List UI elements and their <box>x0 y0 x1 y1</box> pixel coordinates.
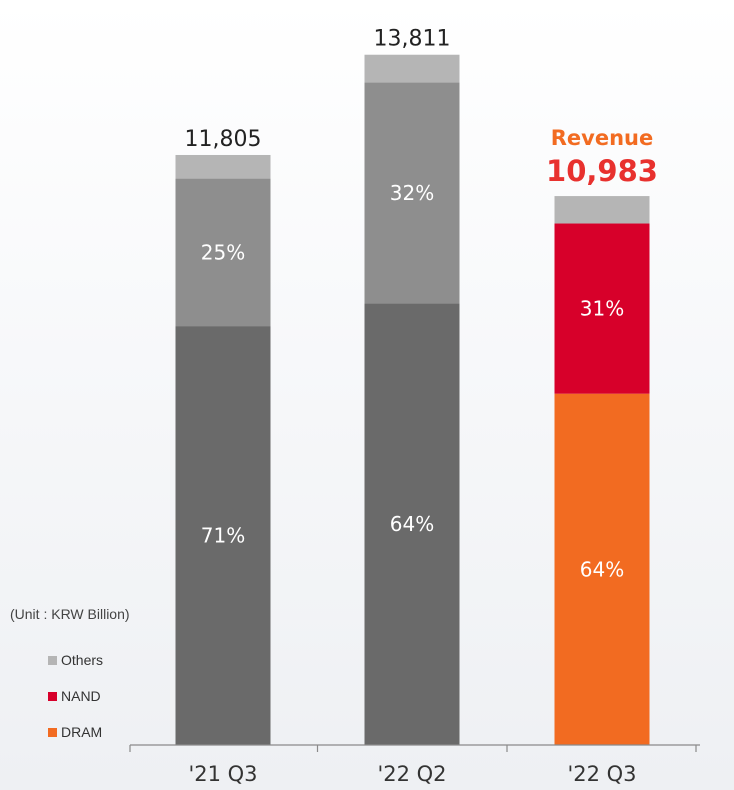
legend-label-nand: NAND <box>61 688 101 704</box>
bar-segment-others-22-q3 <box>554 196 650 224</box>
bar-segment-others-21-q3 <box>175 154 271 179</box>
legend-swatch-dram <box>48 728 57 737</box>
legend-label-others: Others <box>61 652 103 668</box>
unit-note: (Unit : KRW Billion) <box>10 606 130 622</box>
highlight-title: Revenue <box>551 126 654 150</box>
bar-segment-dram-22-q2 <box>364 303 460 745</box>
x-tick-label-22-q2: '22 Q2 <box>377 762 446 786</box>
legend-swatch-others <box>48 656 57 665</box>
x-tick-label-21-q3: '21 Q3 <box>188 762 257 786</box>
total-label-22-q2: 13,811 <box>374 27 451 52</box>
bar-segment-dram-21-q3 <box>175 326 271 745</box>
bar-segment-nand-22-q3 <box>554 223 650 394</box>
legend: Others NAND DRAM <box>48 652 103 740</box>
x-tick-label-22-q3: '22 Q3 <box>567 762 636 786</box>
x-axis: '21 Q3 '22 Q2 '22 Q3 <box>129 744 700 786</box>
legend-swatch-nand <box>48 692 57 701</box>
segment-label-nand-22-q2: 32% <box>390 181 434 205</box>
bar-segment-nand-22-q2 <box>364 82 460 304</box>
total-label-21-q3: 11,805 <box>185 127 262 152</box>
segment-label-dram-22-q2: 64% <box>390 512 434 536</box>
segment-label-dram-22-q3: 64% <box>580 557 624 581</box>
bar-segment-nand-21-q3 <box>175 178 271 327</box>
bar-segment-dram-22-q3 <box>554 393 650 745</box>
bars <box>175 54 650 745</box>
total-label-22-q3: 10,983 <box>546 154 658 188</box>
bar-segment-others-22-q2 <box>364 54 460 83</box>
segment-label-nand-22-q3: 31% <box>580 297 624 321</box>
legend-label-dram: DRAM <box>61 724 102 740</box>
segment-label-dram-21-q3: 71% <box>201 524 245 548</box>
segment-label-nand-21-q3: 25% <box>201 240 245 264</box>
labels: 71% 25% 11,805 64% 32% 13,811 64% 31% Revenue 10,… <box>185 27 658 582</box>
